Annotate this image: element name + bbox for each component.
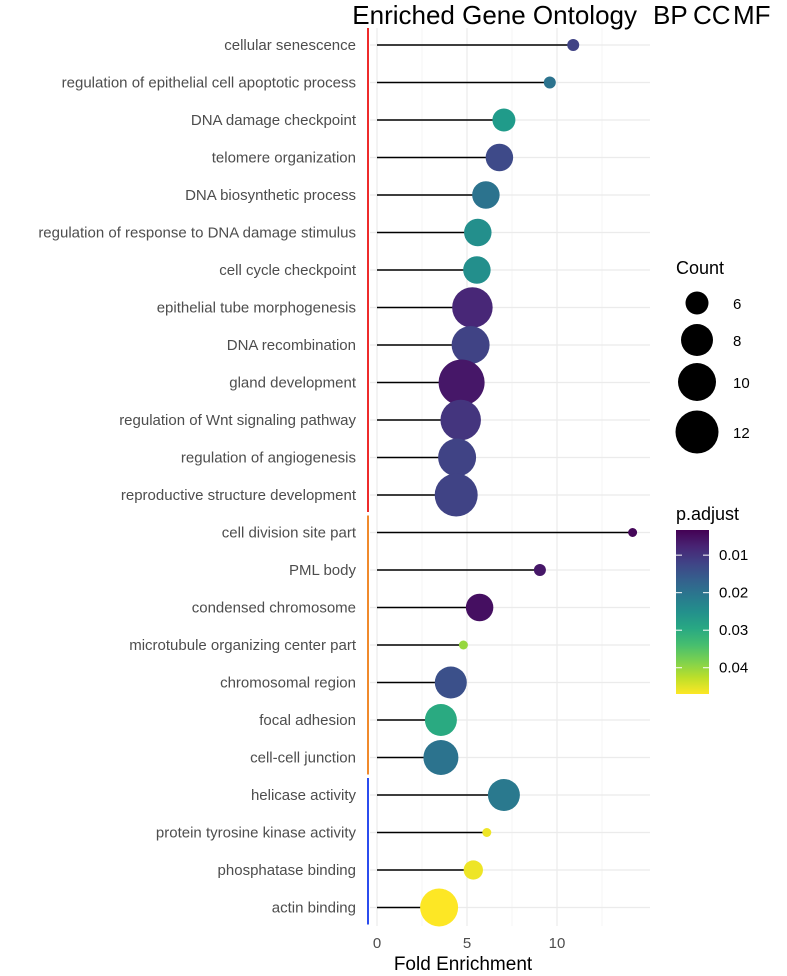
term-label: regulation of response to DNA damage sti… [38,225,356,242]
lollipop-point [424,704,457,736]
chart-title-group: Enriched Gene Ontology BP CC MF [352,0,770,30]
term-label: chromosomal region [220,675,356,692]
term-label: telomere organization [212,150,356,167]
colorbar-label: 0.04 [719,660,748,677]
term-label: regulation of Wnt signaling pathway [119,412,356,429]
term-label: regulation of epithelial cell apoptotic … [62,75,356,92]
size-legend-label: 6 [733,296,741,313]
x-tick-label: 0 [373,935,381,952]
title-tag-cc: CC [693,0,731,30]
colorbar-label: 0.01 [719,547,748,564]
size-legend-label: 12 [733,425,750,442]
rows: cellular senescence regulation of epithel… [38,37,638,927]
size-legend: Count 6 8 10 12 [675,258,750,454]
x-tick-label: 10 [549,935,566,952]
color-legend: p.adjust 0.01 0.02 0.03 0.04 [676,504,748,694]
colorbar-label: 0.02 [719,585,748,602]
lollipop-point [567,39,580,51]
title-tag-bp: BP [653,0,688,30]
term-label: epithelial tube morphogenesis [157,300,356,317]
lollipop-point [438,438,477,477]
size-legend-label: 8 [733,333,741,350]
term-label: DNA biosynthetic process [185,187,356,204]
term-label: gland development [229,375,357,392]
term-label: helicase activity [251,787,357,804]
term-label: cell-cell junction [250,750,356,767]
term-label: cell division site part [222,525,357,542]
lollipop-point [543,76,556,89]
lollipop-point [492,108,516,132]
color-legend-title: p.adjust [676,504,739,524]
chart-title: Enriched Gene Ontology [352,0,637,30]
lollipop-point [465,593,494,622]
term-label: cell cycle checkpoint [219,262,357,279]
size-legend-label: 10 [733,375,750,392]
lollipop-point [533,564,546,576]
colorbar-label: 0.03 [719,622,748,639]
x-axis: 0 5 10 [373,935,566,952]
lollipop-point [487,779,520,811]
term-label: DNA damage checkpoint [191,112,357,129]
lollipop-point [458,640,468,650]
term-label: cellular senescence [224,37,356,54]
lollipop-point [485,143,514,172]
size-legend-title: Count [676,258,724,278]
lollipop-point [440,399,481,441]
lollipop-point [452,287,493,328]
term-label: PML body [289,562,356,579]
lollipop-point [420,888,459,927]
lollipop-point [482,828,492,837]
term-label: DNA recombination [227,337,356,354]
x-tick-label: 5 [463,935,471,952]
term-label: actin binding [272,900,356,917]
lollipop-point [438,359,485,406]
term-label: phosphatase binding [218,862,356,879]
lollipop-point [423,740,459,775]
size-legend-key [675,410,719,454]
lollipop-point [434,666,467,699]
lollipop-point [463,256,491,284]
lollipop-point [434,473,478,517]
size-legend-key [685,291,709,315]
lollipop-point [628,528,638,537]
x-axis-label: Fold Enrichment [394,954,533,975]
lollipop-point [463,860,483,880]
term-label: microtubule organizing center part [129,637,357,654]
colorbar [676,530,709,694]
title-tag-mf: MF [733,0,771,30]
lollipop-point [472,181,500,209]
term-label: condensed chromosome [192,600,356,617]
lollipop-point [464,218,492,247]
term-label: regulation of angiogenesis [181,450,356,467]
size-legend-key [678,363,716,401]
term-label: reproductive structure development [121,487,357,504]
term-label: focal adhesion [259,712,356,729]
size-legend-key [681,324,713,356]
term-label: protein tyrosine kinase activity [156,825,357,842]
lollipop-point [451,326,490,364]
